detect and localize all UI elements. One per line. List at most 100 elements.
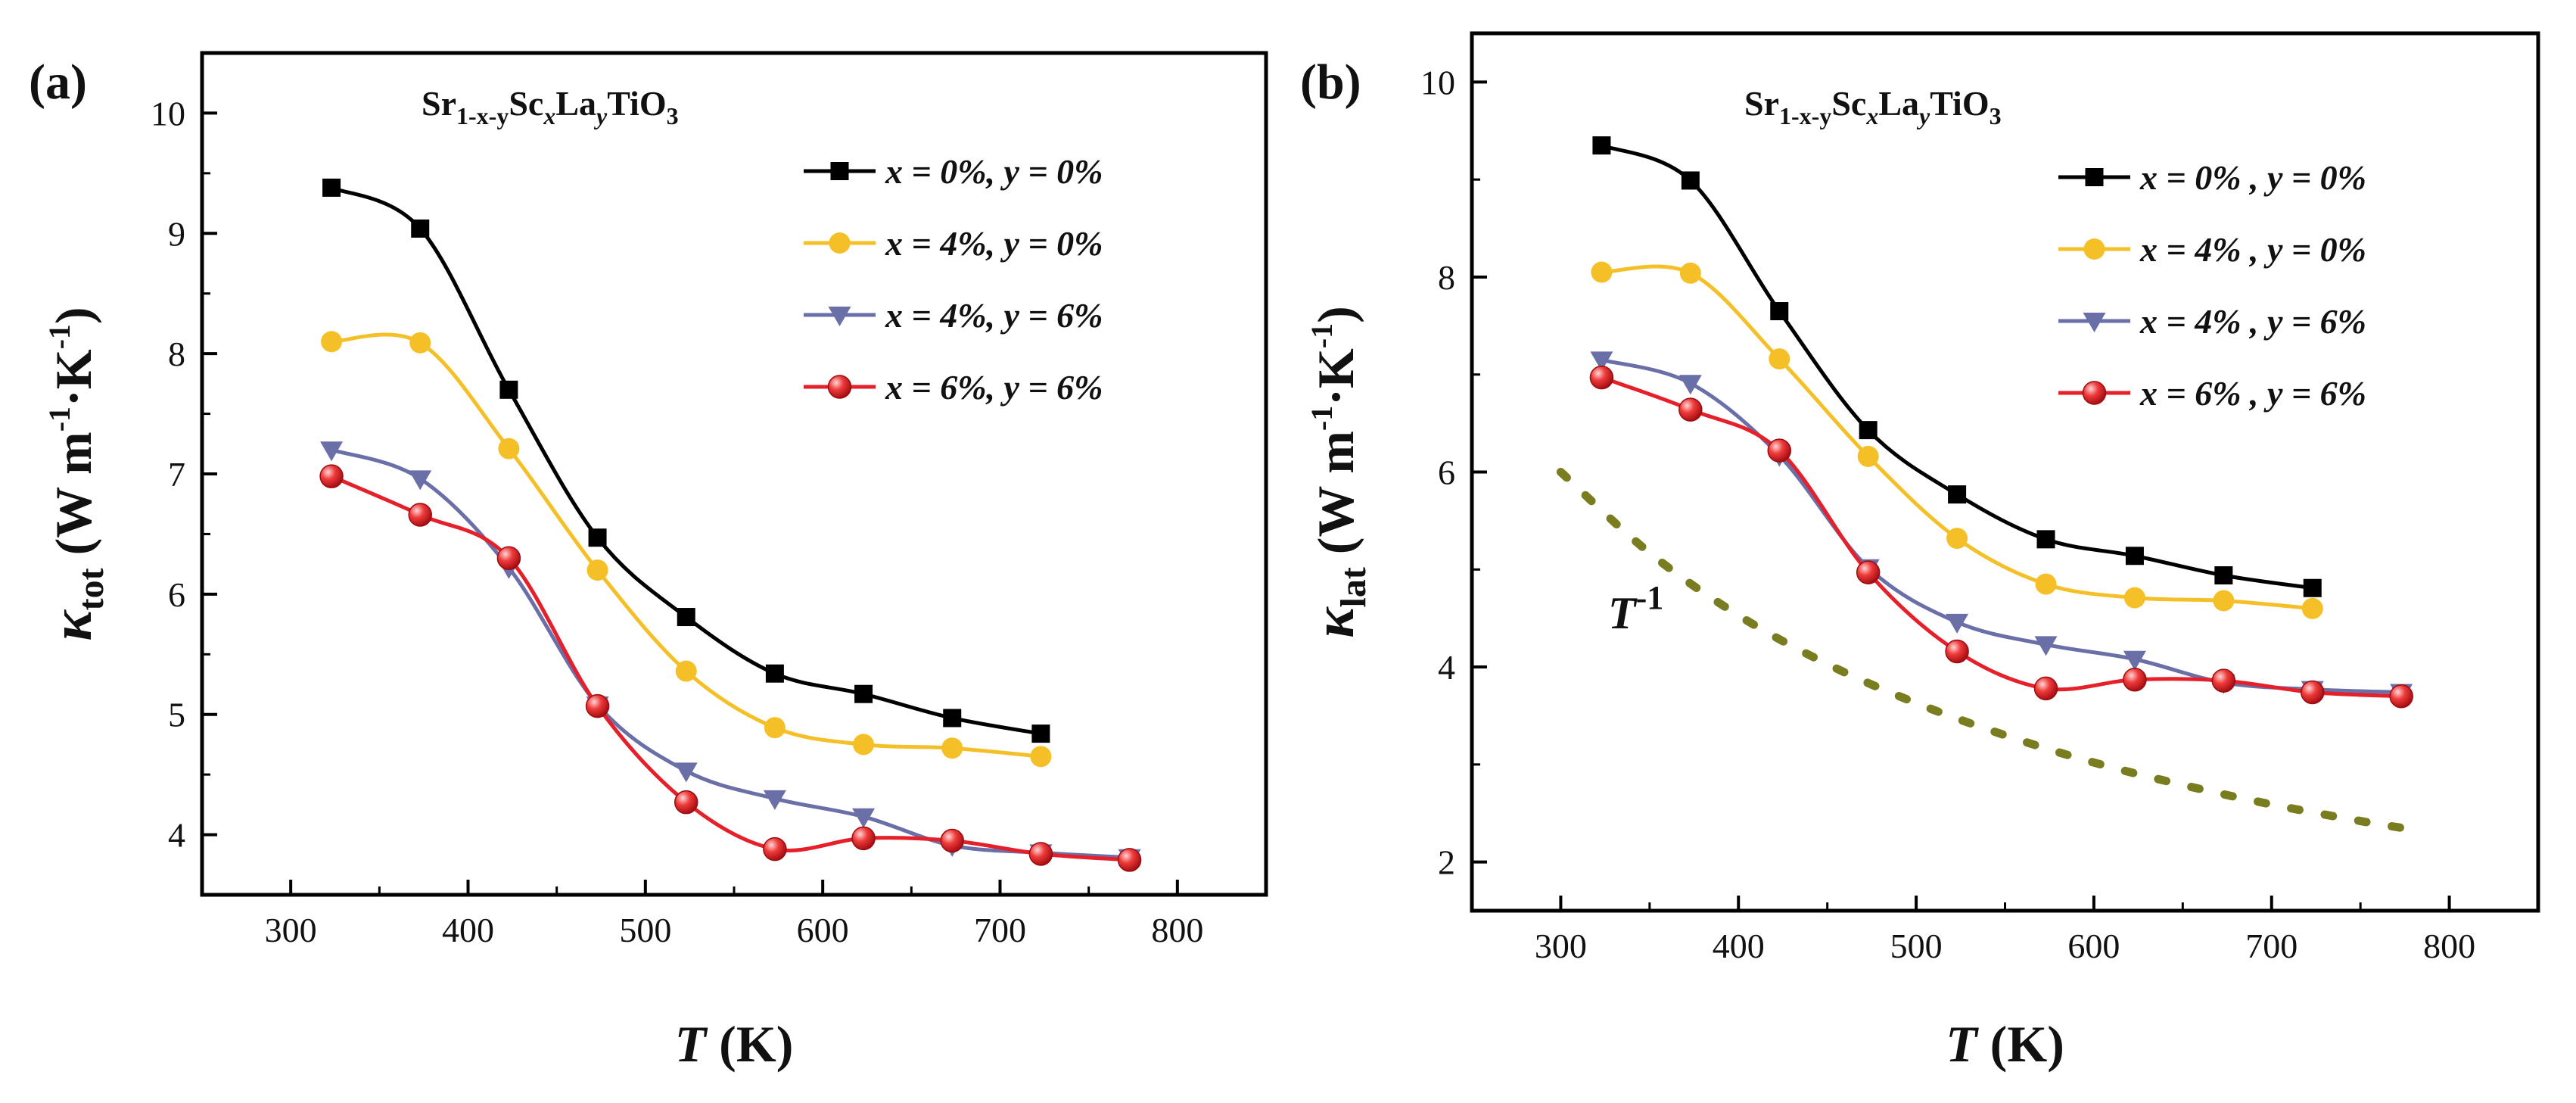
legend-label: x = 4% , y = 6%: [2139, 302, 2366, 341]
panel-label: (b): [1300, 55, 1361, 110]
data-point: [854, 684, 873, 703]
series-line: [331, 474, 1130, 862]
x-tick-label: 300: [265, 911, 317, 949]
legend-item: x = 0% , y = 0%: [2058, 158, 2366, 197]
data-point: [1859, 421, 1878, 440]
series-line: [1601, 375, 2402, 699]
legend-label: x = 6%, y = 6%: [885, 368, 1103, 407]
legend-marker: [827, 375, 852, 399]
series-line: [1601, 143, 2313, 590]
x-tick-label: 500: [1890, 927, 1943, 965]
data-point: [851, 826, 876, 851]
data-point: [586, 559, 608, 581]
data-point: [409, 470, 432, 491]
data-point: [2123, 587, 2145, 609]
data-point: [1945, 639, 1969, 664]
data-point: [1678, 375, 1702, 395]
y-tick-label: 5: [168, 696, 185, 734]
data-point: [1589, 365, 1614, 390]
chart-title: Sr1-x-yScxLayTiO3: [1744, 84, 2002, 129]
y-tick-label: 4: [168, 816, 185, 855]
series-line: [331, 332, 1041, 759]
data-point: [943, 709, 962, 728]
data-point: [763, 837, 787, 862]
data-point: [2389, 684, 2413, 709]
reference-curve-annotation: T-1: [1608, 579, 1663, 638]
y-tick-label: 7: [168, 455, 185, 494]
x-tick-label: 600: [797, 911, 849, 949]
x-axis-title: T (K): [1946, 1015, 2064, 1073]
data-point: [1679, 262, 1701, 284]
data-point: [940, 828, 964, 853]
series-line: [331, 185, 1041, 736]
data-point: [2035, 573, 2057, 595]
y-tick-label: 8: [1438, 258, 1455, 297]
y-tick-label: 8: [168, 335, 185, 373]
legend-label: x = 0% , y = 0%: [2139, 158, 2366, 197]
panel-label: (a): [29, 55, 87, 110]
data-point: [1591, 261, 1613, 283]
data-point: [2214, 566, 2233, 585]
data-point: [1767, 438, 1792, 463]
legend-marker: [2083, 313, 2106, 332]
reference-curve-t-inverse: [1556, 468, 2419, 834]
legend-label: x = 4%, y = 0%: [885, 224, 1103, 263]
data-point: [409, 332, 431, 354]
data-point: [2303, 578, 2322, 597]
y-tick-label: 9: [168, 214, 185, 253]
data-point: [321, 331, 343, 353]
series-4: [1589, 365, 2413, 709]
y-tick-label: 6: [168, 575, 185, 614]
series-1: [1592, 136, 2322, 597]
series-3: [320, 441, 1141, 869]
data-point: [674, 790, 698, 815]
legend: x = 0%, y = 0% x = 4%, y = 0% x = 4%, y = …: [804, 152, 1103, 407]
data-point: [941, 737, 963, 759]
data-point: [2123, 668, 2147, 692]
data-point: [1590, 351, 1613, 372]
x-tick-label: 700: [974, 911, 1026, 949]
series-line: [1601, 264, 2313, 611]
x-tick-label: 400: [442, 911, 494, 949]
data-point: [1028, 842, 1053, 866]
data-point: [1948, 485, 1967, 504]
series-line: [331, 447, 1130, 860]
legend-marker: [2085, 168, 2104, 186]
data-point: [408, 503, 432, 527]
data-point: [1946, 528, 1968, 550]
series-1: [322, 178, 1050, 743]
x-tick-label: 300: [1535, 927, 1587, 965]
y-tick-label: 10: [151, 94, 185, 132]
data-point: [588, 528, 607, 547]
data-point: [1031, 724, 1050, 743]
legend: x = 0% , y = 0% x = 4% , y = 0% x = 4% , y…: [2058, 158, 2366, 413]
data-point: [852, 808, 876, 828]
data-point: [2213, 590, 2235, 612]
data-point: [674, 762, 698, 783]
x-tick-label: 600: [2067, 927, 2120, 965]
data-point: [2033, 676, 2058, 701]
data-point: [322, 178, 341, 197]
data-point: [1681, 171, 1700, 190]
series-4: [319, 464, 1142, 872]
data-point: [1856, 560, 1881, 584]
data-point: [1946, 613, 1969, 634]
data-point: [1117, 848, 1142, 872]
data-point: [675, 660, 697, 682]
data-point: [1678, 397, 1703, 422]
data-point: [763, 790, 786, 810]
data-point: [764, 717, 786, 739]
data-point: [677, 608, 695, 627]
legend-item: x = 0%, y = 0%: [804, 152, 1103, 191]
legend-item: x = 6% , y = 6%: [2058, 374, 2366, 413]
plot-frame: [1470, 31, 2540, 913]
data-point: [2034, 636, 2058, 656]
legend-marker: [830, 162, 849, 180]
x-tick-label: 500: [619, 911, 671, 949]
x-tick-label: 700: [2245, 927, 2298, 965]
data-point: [498, 438, 520, 460]
chart-title: Sr1-x-yScxLayTiO3: [422, 84, 679, 129]
data-point: [411, 219, 430, 238]
data-point: [2036, 530, 2055, 549]
